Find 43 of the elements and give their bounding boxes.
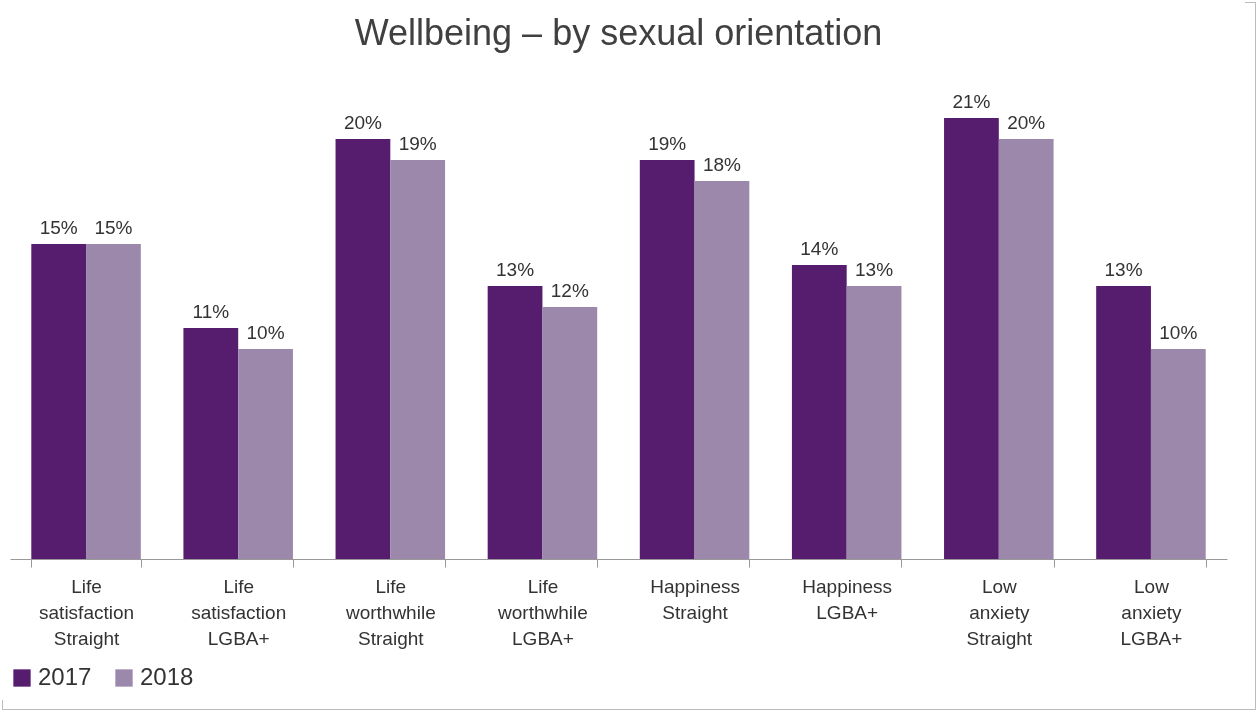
bar	[86, 244, 141, 559]
bar	[31, 244, 87, 559]
bar	[183, 328, 239, 559]
bar	[335, 139, 391, 559]
data-label: 21%	[952, 91, 991, 112]
data-label: 20%	[343, 112, 383, 133]
bar	[1096, 286, 1151, 559]
bar	[487, 286, 543, 559]
legend-label: 2017	[38, 663, 92, 690]
data-label: 10%	[246, 322, 285, 343]
legend-label: 2018	[140, 663, 194, 690]
bar	[390, 160, 446, 559]
x-tick-label: Life worthwhile LGBA+	[497, 575, 588, 649]
bar	[238, 349, 293, 559]
bar	[998, 139, 1054, 559]
data-label: 15%	[39, 217, 78, 238]
bar	[944, 118, 999, 559]
x-tick-label: Happiness LGBA+	[802, 575, 893, 623]
x-tick-label: Happiness Straight	[650, 575, 740, 623]
data-label: 12%	[550, 280, 589, 301]
data-label: 20%	[1007, 112, 1046, 133]
bar	[542, 307, 598, 559]
data-label: 10%	[1159, 322, 1198, 343]
x-tick-label: Low anxiety LGBA+	[1120, 575, 1183, 649]
x-tick-label: Life worthwhile Straight	[344, 575, 436, 649]
x-tick-label: Life satisfaction Straight	[39, 575, 135, 649]
data-label: 18%	[702, 154, 742, 175]
chart-title: Wellbeing – by sexual orientation	[354, 12, 883, 53]
data-label: 13%	[496, 259, 535, 280]
bar	[846, 286, 902, 559]
bar	[639, 160, 695, 559]
x-tick-label: Life satisfaction LGBA+	[191, 575, 287, 649]
bar	[694, 181, 750, 559]
data-label: 14%	[800, 238, 839, 259]
data-label: 13%	[1104, 259, 1143, 280]
data-label: 19%	[398, 133, 437, 154]
x-tick-label: Low anxiety Straight	[966, 575, 1033, 649]
bar	[791, 265, 847, 559]
data-label: 13%	[855, 259, 894, 280]
data-label: 19%	[648, 133, 687, 154]
data-label: 11%	[192, 301, 230, 322]
bar	[1150, 349, 1206, 559]
data-label: 15%	[94, 217, 133, 238]
